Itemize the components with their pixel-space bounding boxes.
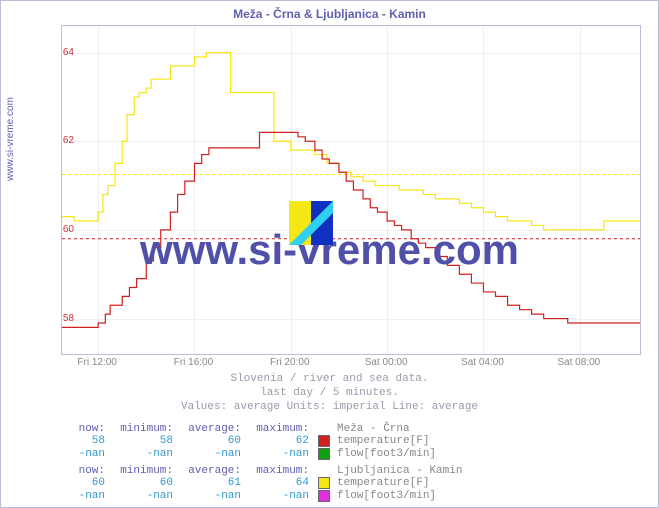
chart-title: Meža - Črna & Ljubljanica - Kamin	[1, 1, 658, 21]
stats-value: -nan	[41, 490, 109, 503]
stats-header: minimum:	[109, 423, 177, 435]
stats-table: now:minimum:average:maximum: Ljubljanica …	[41, 465, 466, 503]
stats-value: -nan	[245, 448, 313, 461]
logo-icon	[289, 201, 333, 245]
stats-header: maximum:	[245, 465, 313, 477]
x-tick-label: Fri 12:00	[77, 357, 116, 368]
legend-swatch	[318, 448, 330, 460]
x-tick-label: Fri 16:00	[174, 357, 213, 368]
series-layer	[62, 26, 640, 354]
stats-value: -nan	[177, 448, 245, 461]
chart-container: Meža - Črna & Ljubljanica - Kamin www.si…	[0, 0, 659, 508]
stats-metric-label: temperature[F]	[335, 435, 440, 448]
stats-header: average:	[177, 465, 245, 477]
y-tick-label: 62	[44, 135, 74, 146]
stats-value: 60	[177, 435, 245, 448]
stats-value: 58	[41, 435, 109, 448]
series-line	[62, 53, 640, 230]
plot-area	[61, 25, 641, 355]
stats-value: 61	[177, 477, 245, 490]
stats-value: 58	[109, 435, 177, 448]
stats-header: now:	[41, 465, 109, 477]
subtitle-line-3: Values: average Units: imperial Line: av…	[1, 401, 658, 413]
stats-value: -nan	[41, 448, 109, 461]
stats-block-1: now:minimum:average:maximum: Meža - Črna 5…	[41, 423, 440, 461]
legend-swatch	[318, 435, 330, 447]
stats-header: maximum:	[245, 423, 313, 435]
subtitle-line-1: Slovenia / river and sea data.	[1, 373, 658, 385]
stats-header: now:	[41, 423, 109, 435]
stats-metric-label: temperature[F]	[335, 477, 466, 490]
y-tick-label: 58	[44, 313, 74, 324]
x-tick-label: Sat 00:00	[365, 357, 408, 368]
stats-series-name: Meža - Črna	[335, 423, 440, 435]
stats-header: average:	[177, 423, 245, 435]
stats-metric-label: flow[foot3/min]	[335, 448, 440, 461]
x-tick-label: Sat 08:00	[557, 357, 600, 368]
stats-value: -nan	[109, 448, 177, 461]
stats-value: 60	[41, 477, 109, 490]
legend-swatch	[318, 490, 330, 502]
stats-value: -nan	[177, 490, 245, 503]
y-axis-label-left: www.si-vreme.com	[5, 97, 16, 181]
x-tick-label: Fri 20:00	[270, 357, 309, 368]
subtitle-line-2: last day / 5 minutes.	[1, 387, 658, 399]
y-tick-label: 60	[44, 224, 74, 235]
stats-block-2: now:minimum:average:maximum: Ljubljanica …	[41, 465, 466, 503]
stats-table: now:minimum:average:maximum: Meža - Črna 5…	[41, 423, 440, 461]
stats-metric-label: flow[foot3/min]	[335, 490, 466, 503]
stats-value: 64	[245, 477, 313, 490]
stats-series-name: Ljubljanica - Kamin	[335, 465, 466, 477]
x-tick-label: Sat 04:00	[461, 357, 504, 368]
stats-header: minimum:	[109, 465, 177, 477]
y-tick-label: 64	[44, 47, 74, 58]
stats-value: 60	[109, 477, 177, 490]
stats-value: 62	[245, 435, 313, 448]
stats-value: -nan	[245, 490, 313, 503]
legend-swatch	[318, 477, 330, 489]
stats-value: -nan	[109, 490, 177, 503]
